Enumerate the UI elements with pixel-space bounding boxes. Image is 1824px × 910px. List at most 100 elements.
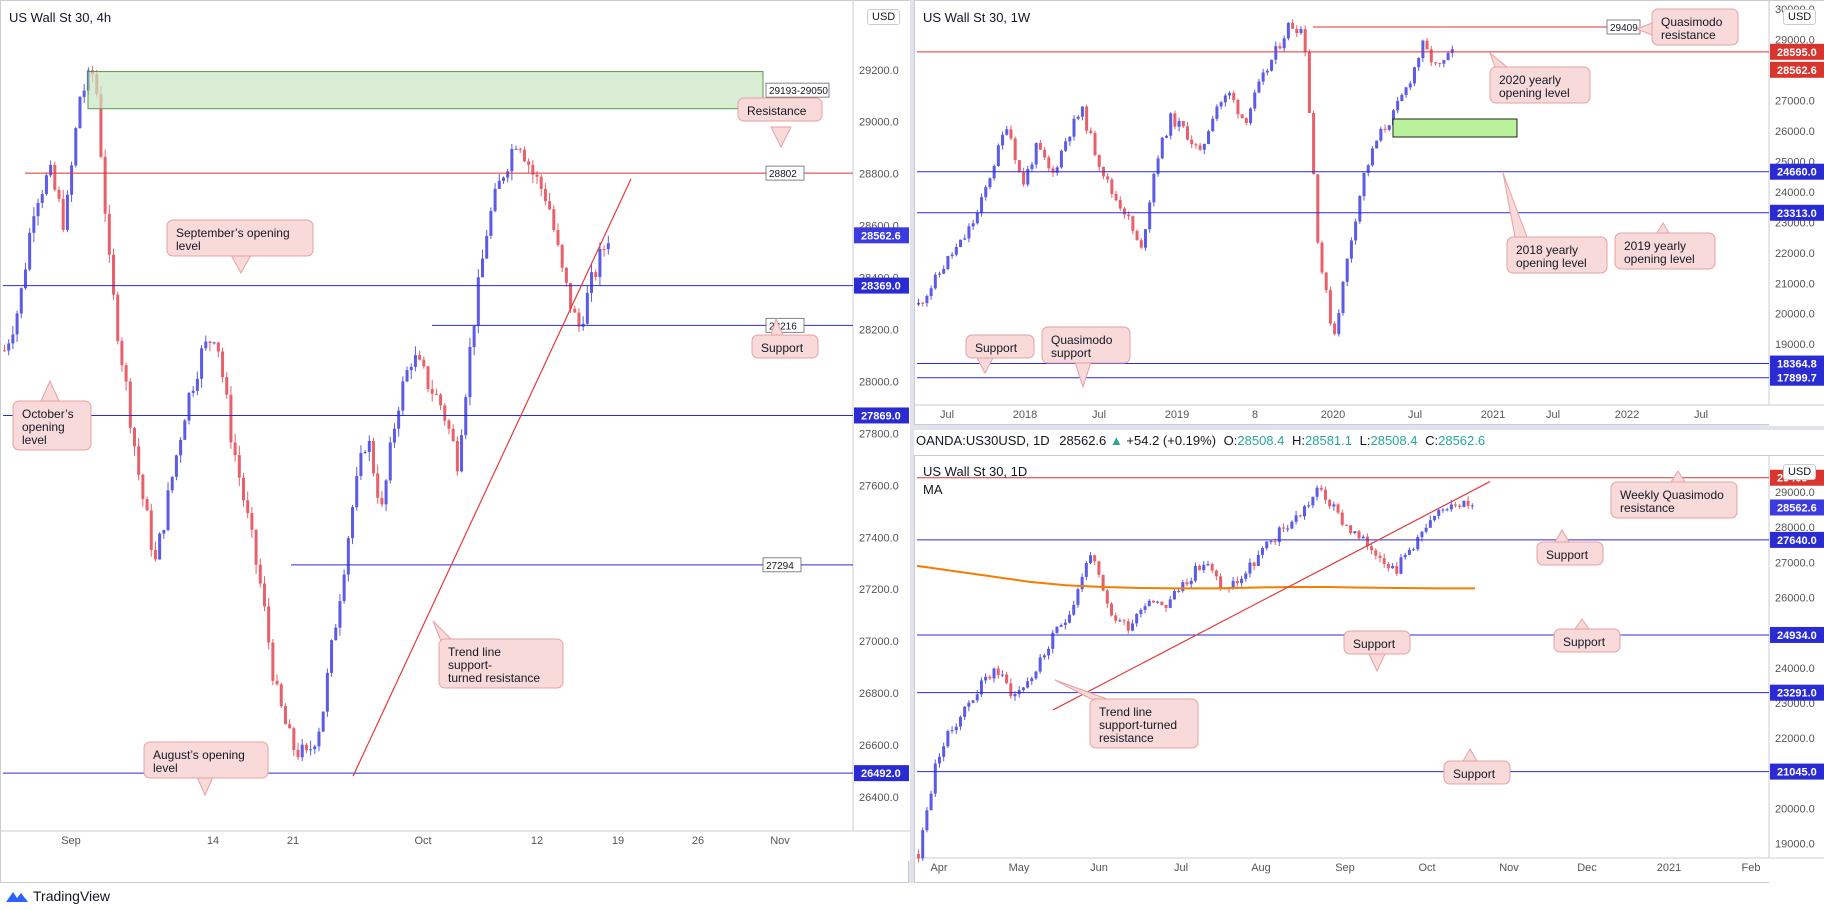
candle-body [422,359,426,367]
callout-quasimodo-resistance-text: resistance [1661,28,1716,42]
x-tick-label: 26 [692,835,704,847]
candle-body [451,428,455,442]
callout-trend-line-text: support- [448,658,492,672]
candle-body [455,441,459,472]
candle-body [187,392,191,421]
callout-support-1-box [1536,541,1604,566]
panel-divider-vertical[interactable] [909,0,914,883]
current-price-label: 28562.6 [1777,502,1817,514]
level-price-tag-label: 28595.0 [1777,47,1817,59]
panel-divider-horizontal[interactable] [914,425,1824,430]
callout-september-open-text: September’s opening [176,226,290,240]
candle-body [1173,113,1177,127]
candle-body [1320,242,1324,273]
candle-body [1097,561,1101,575]
callout-trend-line-box [438,638,564,689]
candle-body [78,96,82,129]
candle-body [1114,615,1118,621]
candle-body [1319,487,1323,490]
candle-body [141,474,145,500]
currency-badge-1w[interactable]: USD [1783,9,1817,25]
candle-body [158,533,162,560]
candle-body [577,312,581,327]
candle-body [1361,536,1365,539]
candle-body [242,477,246,501]
chart-canvas-4h[interactable]: 29200.029000.028800.028600.028400.028200… [1,1,910,884]
callout-quasimodo-support-text: Quasimodo [1051,333,1113,347]
chart-panel-4h[interactable]: US Wall St 30, 4h USD 29200.0 29000.0 2880… [0,0,910,884]
candle-body [7,343,11,351]
callout-support-3: Support [1343,630,1411,673]
candle-body [1198,145,1202,150]
candle-body [975,212,979,224]
candle-body [518,148,522,150]
x-tick-label: 2020 [1321,409,1345,421]
candle-body [606,243,610,250]
x-tick-label: Jul [1546,409,1560,421]
candle-body [1358,196,1362,222]
candle-body [166,490,170,531]
candle-body [401,381,405,411]
candle-body [556,230,560,245]
chart-canvas-1d[interactable]: 29000.028000.027000.026000.025000.024000… [915,456,1824,884]
candle-body [1253,92,1257,109]
y-tick-label: 29200.0 [859,65,899,77]
chart-panel-1d[interactable]: US Wall St 30, 1D MA USD 29000.0 28000.0 2… [914,455,1824,884]
candle-body [1256,554,1260,567]
candle-body [376,473,380,498]
y-tick-label: 27800.0 [859,428,899,440]
candle-body [1219,102,1223,107]
candle-body [359,452,363,477]
level-price-tag-label: 23291.0 [1777,688,1817,700]
callout-trend-line-text: resistance [1099,731,1154,745]
callout-october-open-box [12,400,92,451]
candle-body [1051,632,1055,649]
chart-canvas-1w[interactable]: 30000.029000.028000.027000.026000.025000… [915,1,1824,426]
candle-body [380,497,384,505]
candle-body [439,394,443,406]
callout-2018-open-text: opening level [1516,256,1587,270]
candle-body [1000,674,1004,676]
candle-body [497,180,501,189]
level-price-tag-label: 18364.8 [1777,359,1817,371]
candle-body [1396,101,1400,111]
callout-support-4: Support [1443,748,1511,785]
level-price-tag-label: 28369.0 [861,281,901,293]
candle-body [137,446,141,475]
candle-body [334,627,338,641]
tradingview-logo[interactable]: TradingView [6,888,110,904]
candle-body [384,480,388,505]
candle-body [36,202,40,217]
candle-body [304,744,308,751]
callout-support-4-box [1443,760,1511,785]
candle-body [292,728,296,750]
y-tick-label: 24000.0 [1775,663,1815,675]
callout-weekly-quasimodo-text: resistance [1620,501,1675,515]
candle-body [1223,95,1227,103]
currency-badge-4h[interactable]: USD [867,9,901,25]
candle-body [392,428,396,443]
candle-body [1017,690,1021,695]
chart-panel-1w[interactable]: US Wall St 30, 1W USD 30000.029000.02800… [914,0,1824,426]
ohlc-readout: OANDA:US30USD, 1D 28562.6 ▲ +54.2 (+0.19… [916,433,1486,448]
callout-resistance-box [737,97,823,122]
candle-body [1130,623,1134,631]
candle-body [1231,580,1235,589]
candle-body [1252,562,1256,567]
candle-body [1290,521,1294,529]
x-tick-label: Nov [1499,862,1519,874]
callout-support-3-pointer [1368,653,1386,673]
level-price-tag [1770,43,1824,60]
candle-body [1428,520,1432,528]
currency-badge-1d[interactable]: USD [1783,464,1817,480]
callout-support-1-pointer [1554,529,1570,543]
candle-body [191,390,195,393]
candle-body [1379,128,1383,141]
ma-indicator-label[interactable]: MA [923,482,943,497]
candle-body [1068,614,1072,623]
candle-body [1429,49,1433,63]
